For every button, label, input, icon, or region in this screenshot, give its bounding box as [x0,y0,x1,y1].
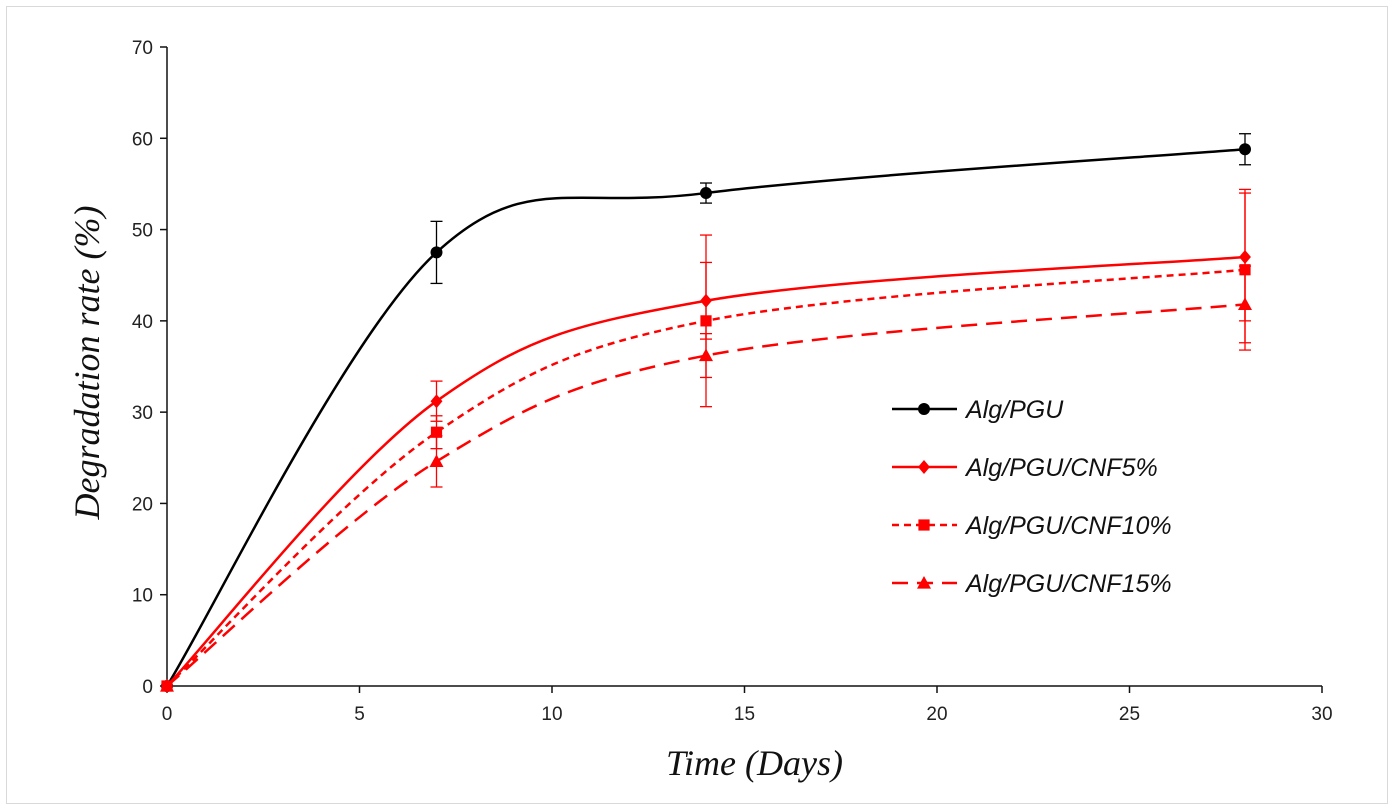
data-point-1 [1239,143,1251,156]
legend-marker-2 [918,460,930,474]
x-tick-label: 5 [354,704,365,725]
data-point-1 [700,187,712,200]
legend-marker-1 [918,403,930,415]
data-point-4 [1238,297,1252,311]
legend-label-1: Alg/PGU [964,396,1064,424]
y-tick-label: 70 [132,38,153,59]
x-tick-label: 15 [734,704,755,725]
series-line-1 [165,147,1246,687]
series-line-2 [166,255,1246,687]
chart-frame: 0 10 20 30 40 50 60 70 0 5 10 15 20 25 30 Time (Days) De… [6,6,1388,804]
y-tick-label: 10 [132,586,153,607]
x-tick-label: 10 [541,704,562,725]
x-tick-label: 30 [1311,704,1332,725]
y-tick-label: 50 [132,221,153,242]
y-tick-label: 0 [142,677,153,698]
x-tick-label: 20 [926,704,947,725]
legend-marker-3 [918,519,930,531]
legend-label-2: Alg/PGU/CNF5% [964,454,1158,482]
y-tick-label: 40 [132,312,153,333]
series-line-4 [166,303,1246,687]
series-line-3 [166,268,1246,687]
legend-label-3: Alg/PGU/CNF10% [964,512,1172,540]
y-tick-label: 30 [132,403,153,424]
y-axis-title: Degradation rate (%) [67,206,107,521]
y-tick-label: 60 [132,129,153,150]
data-point-1 [430,246,443,259]
data-point-4 [429,454,444,468]
line-chart: 0 10 20 30 40 50 60 70 0 5 10 15 20 25 30 Time (Days) De… [67,38,1333,783]
legend-marker-4 [917,576,931,589]
data-point-2 [430,394,443,409]
data-point-4 [699,348,713,362]
legend-label-4: Alg/PGU/CNF15% [964,570,1172,598]
x-tick-label: 25 [1119,704,1140,725]
data-point-4 [160,679,174,692]
y-tick-label: 20 [132,494,153,515]
data-point-3 [700,315,712,327]
x-axis-title: Time (Days) [666,743,843,783]
x-tick-label: 0 [162,704,173,725]
data-point-3 [430,426,443,438]
